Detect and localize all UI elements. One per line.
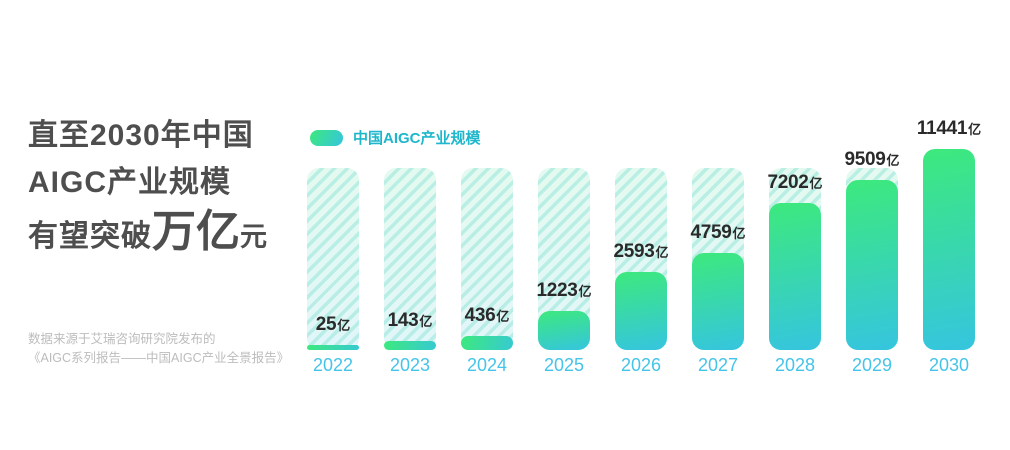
title-line-3: 有望突破万亿元: [28, 206, 268, 263]
bar-value-number: 9509: [844, 149, 886, 170]
page-title: 直至2030年中国 AIGC产业规模 有望突破万亿元: [28, 112, 268, 263]
x-axis-label-2026: 2026: [620, 355, 662, 375]
bar-value-unit: 亿: [337, 318, 351, 333]
x-axis-label-2023: 2023: [389, 355, 431, 375]
bar-value-label-2030: 11441亿: [917, 119, 981, 140]
bar-value-number: 1223: [536, 280, 578, 301]
bar-value-number: 436: [464, 305, 496, 326]
bar-value-label-2024: 436亿: [465, 306, 510, 327]
bar-value-label-2029: 9509亿: [844, 150, 899, 171]
bar-value-unit: 亿: [578, 284, 592, 299]
bar-2028: [769, 203, 821, 350]
title-suffix: 元: [240, 222, 268, 252]
bar-value-unit: 亿: [809, 176, 823, 191]
bar-value-label-2026: 2593亿: [613, 242, 668, 263]
title-line-1: 直至2030年中国: [28, 119, 254, 152]
legend-swatch-icon: [310, 129, 343, 146]
bar-value-unit: 亿: [496, 309, 510, 324]
bar-track-2023: [384, 168, 436, 350]
x-axis-label-2025: 2025: [543, 355, 585, 375]
bar-value-unit: 亿: [732, 226, 746, 241]
bar-2030: [923, 149, 975, 350]
bar-value-label-2023: 143亿: [388, 311, 433, 332]
data-source-note: 数据来源于艾瑞咨询研究院发布的 《AIGC系列报告——中国AIGC产业全景报告》: [28, 330, 289, 368]
x-axis-label-2029: 2029: [851, 355, 893, 375]
bar-2027: [692, 253, 744, 350]
title-line-2: AIGC产业规模: [28, 166, 231, 199]
legend-label: 中国AIGC产业规模: [353, 130, 481, 147]
bar-value-label-2028: 7202亿: [767, 173, 822, 194]
bar-value-label-2022: 25亿: [316, 315, 351, 336]
source-line-1: 数据来源于艾瑞咨询研究院发布的: [28, 332, 216, 346]
bar-value-label-2027: 4759亿: [690, 223, 745, 244]
x-axis-label-2022: 2022: [312, 355, 354, 375]
bar-value-unit: 亿: [419, 314, 433, 329]
bar-value-unit: 亿: [886, 153, 900, 168]
bar-2023: [384, 341, 436, 350]
title-line-3-prefix: 有望突破: [28, 220, 152, 253]
bar-value-number: 4759: [690, 222, 732, 243]
chart-legend: 中国AIGC产业规模: [310, 127, 481, 148]
bar-2025: [538, 311, 590, 350]
x-axis-label-2028: 2028: [774, 355, 816, 375]
bar-track-2024: [461, 168, 513, 350]
bar-track-2022: [307, 168, 359, 350]
bar-value-unit: 亿: [655, 245, 669, 260]
bar-value-number: 25: [315, 314, 337, 335]
bar-2026: [615, 272, 667, 350]
x-axis-label-2024: 2024: [466, 355, 508, 375]
x-axis-label-2027: 2027: [697, 355, 739, 375]
title-highlight: 万亿: [152, 207, 240, 256]
bar-value-number: 2593: [613, 241, 655, 262]
bar-2022: [307, 345, 359, 350]
bar-value-number: 7202: [767, 172, 809, 193]
source-line-2: 《AIGC系列报告——中国AIGC产业全景报告》: [28, 351, 290, 365]
x-axis-label-2030: 2030: [928, 355, 970, 375]
bar-value-unit: 亿: [968, 122, 982, 137]
bar-value-number: 143: [387, 310, 419, 331]
bar-2024: [461, 336, 513, 350]
bar-value-label-2025: 1223亿: [536, 281, 591, 302]
bar-2029: [846, 180, 898, 350]
bar-value-number: 11441: [916, 118, 968, 139]
